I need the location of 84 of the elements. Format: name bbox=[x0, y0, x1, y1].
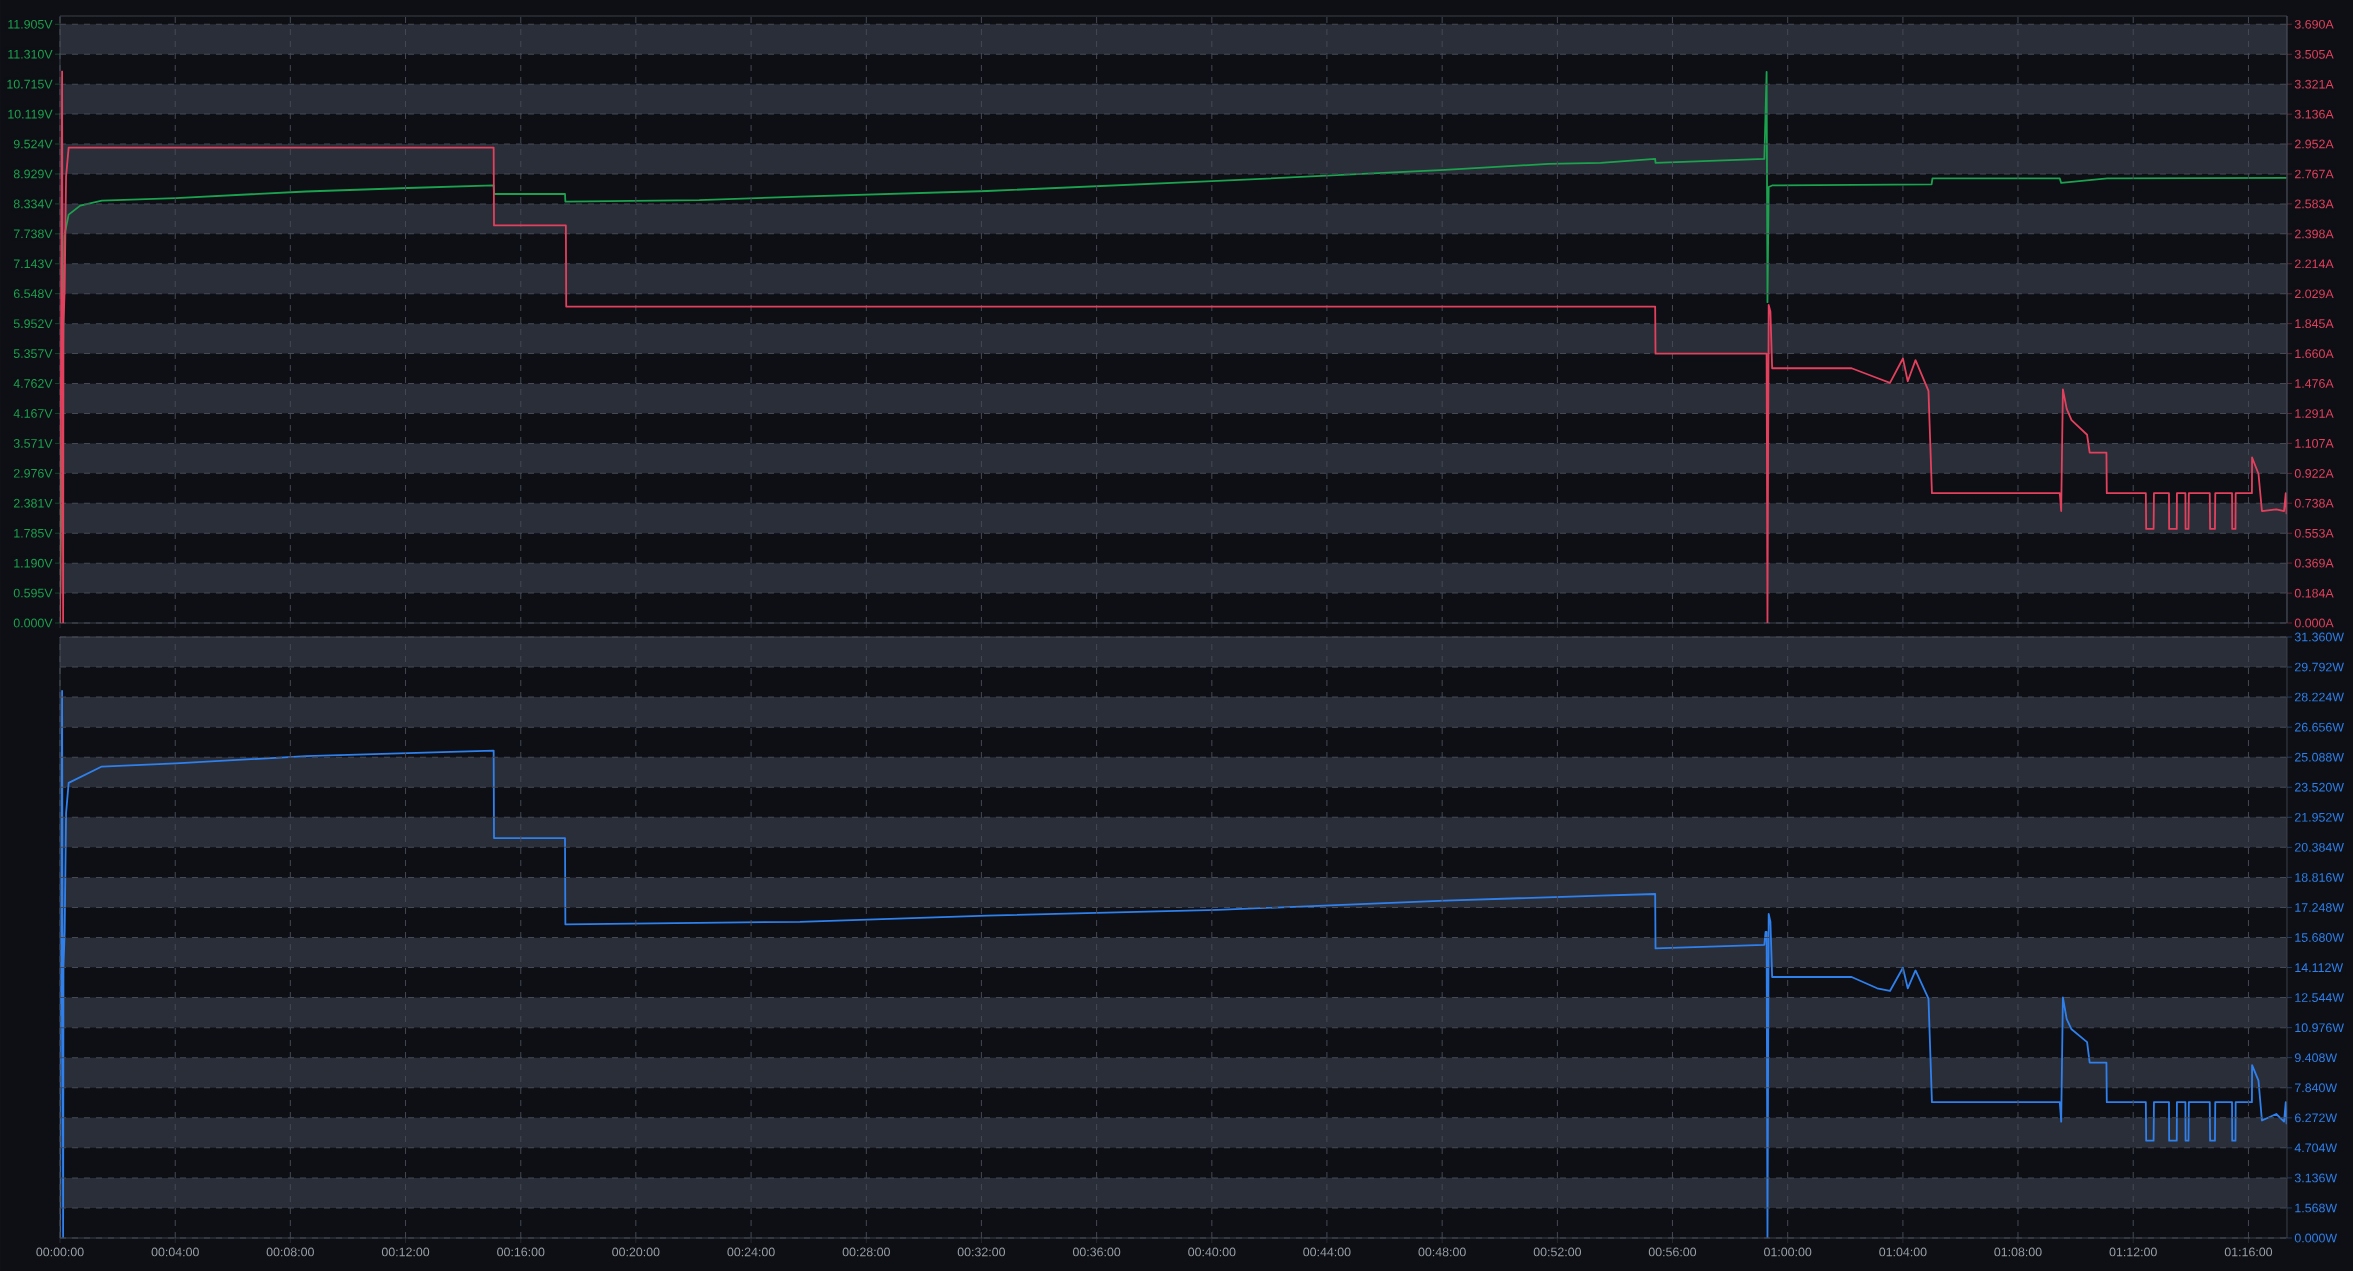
y2-tick-label: 2.583A bbox=[2295, 199, 2334, 209]
y2-tick-label: 1.660A bbox=[2295, 349, 2334, 359]
x-tick-label: 01:04:00 bbox=[1879, 1247, 1927, 1257]
y-tick-label: 1.190V bbox=[14, 558, 53, 568]
y-tick-label: 1.785V bbox=[14, 528, 53, 538]
y2-tick-label: 26.656W bbox=[2295, 722, 2344, 732]
y2-tick-label: 0.738A bbox=[2294, 498, 2334, 508]
y2-tick-label: 3.505A bbox=[2294, 49, 2334, 59]
y-tick-label: 10.715V bbox=[7, 79, 53, 89]
y-tick-label: 7.738V bbox=[13, 229, 53, 239]
y-tick-label: 11.905V bbox=[8, 19, 53, 29]
y2-tick-label: 3.690A bbox=[2294, 19, 2334, 29]
x-tick-label: 00:24:00 bbox=[727, 1247, 775, 1257]
y-tick-label: 2.976V bbox=[13, 468, 53, 478]
y-tick-label: 6.548V bbox=[13, 289, 53, 299]
line-series bbox=[60, 689, 2287, 1238]
y2-tick-label: 23.520W bbox=[2295, 782, 2344, 792]
y2-tick-label: 0.553A bbox=[2294, 528, 2334, 538]
y2-tick-label: 7.840W bbox=[2295, 1083, 2338, 1093]
x-tick-label: 00:00:00 bbox=[36, 1247, 84, 1257]
x-tick-label: 00:40:00 bbox=[1188, 1247, 1236, 1257]
y2-tick-label: 4.704W bbox=[2294, 1143, 2338, 1153]
y-tick-label: 0.000V bbox=[13, 618, 53, 628]
y2-tick-label: 14.112W bbox=[2295, 963, 2344, 972]
y2-tick-label: 31.360W bbox=[2294, 632, 2344, 642]
y2-tick-label: 2.029A bbox=[2295, 289, 2334, 299]
x-tick-label: 00:36:00 bbox=[1072, 1247, 1121, 1257]
y2-tick-label: 2.398A bbox=[2295, 229, 2334, 239]
y2-tick-label: 1.291A bbox=[2295, 409, 2334, 418]
x-tick-label: 01:12:00 bbox=[2109, 1247, 2157, 1257]
y2-tick-label: 0.184A bbox=[2294, 588, 2334, 598]
x-tick-label: 00:12:00 bbox=[381, 1247, 430, 1257]
y2-tick-label: 2.952A bbox=[2295, 139, 2334, 149]
x-tick-label: 00:32:00 bbox=[957, 1247, 1006, 1257]
y2-tick-label: 1.476A bbox=[2295, 379, 2334, 388]
x-tick-label: 00:20:00 bbox=[612, 1247, 660, 1257]
y2-tick-label: 21.952W bbox=[2295, 812, 2344, 822]
y2-tick-label: 0.369A bbox=[2294, 558, 2334, 568]
x-tick-label: 00:08:00 bbox=[266, 1247, 314, 1257]
y2-tick-label: 6.272W bbox=[2295, 1113, 2338, 1123]
x-tick-label: 00:56:00 bbox=[1648, 1247, 1697, 1257]
y2-tick-label: 9.408W bbox=[2294, 1053, 2338, 1063]
x-tick-label: 00:28:00 bbox=[842, 1247, 890, 1257]
y-tick-label: 8.929V bbox=[13, 169, 53, 179]
y2-tick-label: 15.680W bbox=[2295, 933, 2344, 942]
y-tick-label: 4.167V bbox=[13, 409, 53, 418]
y-tick-label: 2.381V bbox=[13, 498, 53, 508]
y2-tick-label: 3.136A bbox=[2294, 109, 2334, 119]
y2-tick-label: 10.976W bbox=[2295, 1023, 2344, 1033]
y-tick-label: 11.310V bbox=[8, 49, 53, 59]
y2-tick-label: 29.792W bbox=[2295, 662, 2344, 672]
y2-tick-label: 2.767A bbox=[2295, 169, 2334, 179]
y2-tick-label: 0.000W bbox=[2294, 1233, 2338, 1243]
x-tick-label: 00:48:00 bbox=[1418, 1247, 1466, 1257]
y2-tick-label: 17.248W bbox=[2295, 903, 2344, 912]
y-tick-label: 0.595V bbox=[13, 588, 53, 598]
y-tick-label: 5.952V bbox=[13, 319, 53, 329]
y2-tick-label: 20.384W bbox=[2295, 842, 2344, 852]
y2-tick-label: 1.107A bbox=[2295, 438, 2334, 448]
y-tick-label: 4.762V bbox=[13, 379, 53, 388]
x-tick-label: 01:16:00 bbox=[2224, 1247, 2273, 1257]
x-tick-label: 00:04:00 bbox=[151, 1247, 199, 1257]
y2-tick-label: 12.544W bbox=[2295, 993, 2344, 1002]
x-tick-label: 01:00:00 bbox=[1764, 1247, 1812, 1257]
y-tick-label: 9.524V bbox=[13, 139, 53, 149]
y-tick-label: 3.571V bbox=[13, 439, 53, 448]
y2-tick-label: 0.000A bbox=[2294, 618, 2334, 628]
y2-tick-label: 25.088W bbox=[2295, 752, 2344, 762]
y2-tick-label: 28.224W bbox=[2295, 692, 2344, 702]
y2-tick-label: 1.845A bbox=[2295, 319, 2334, 329]
y2-tick-label: 3.136W bbox=[2294, 1173, 2338, 1183]
y2-tick-label: 2.214A bbox=[2295, 259, 2334, 269]
y2-tick-label: 0.922A bbox=[2294, 469, 2334, 478]
x-tick-label: 00:16:00 bbox=[497, 1247, 545, 1257]
x-tick-label: 01:08:00 bbox=[1994, 1247, 2042, 1257]
y-tick-label: 5.357V bbox=[13, 349, 53, 358]
y-tick-label: 7.143V bbox=[13, 259, 53, 269]
y2-tick-label: 18.816W bbox=[2295, 873, 2344, 882]
y-tick-label: 10.119V bbox=[8, 109, 53, 119]
y2-tick-label: 1.568W bbox=[2295, 1203, 2338, 1213]
y-tick-label: 8.334V bbox=[13, 199, 53, 209]
y2-tick-label: 3.321A bbox=[2294, 79, 2334, 89]
x-tick-label: 00:52:00 bbox=[1533, 1247, 1582, 1257]
x-tick-label: 00:44:00 bbox=[1303, 1247, 1351, 1257]
